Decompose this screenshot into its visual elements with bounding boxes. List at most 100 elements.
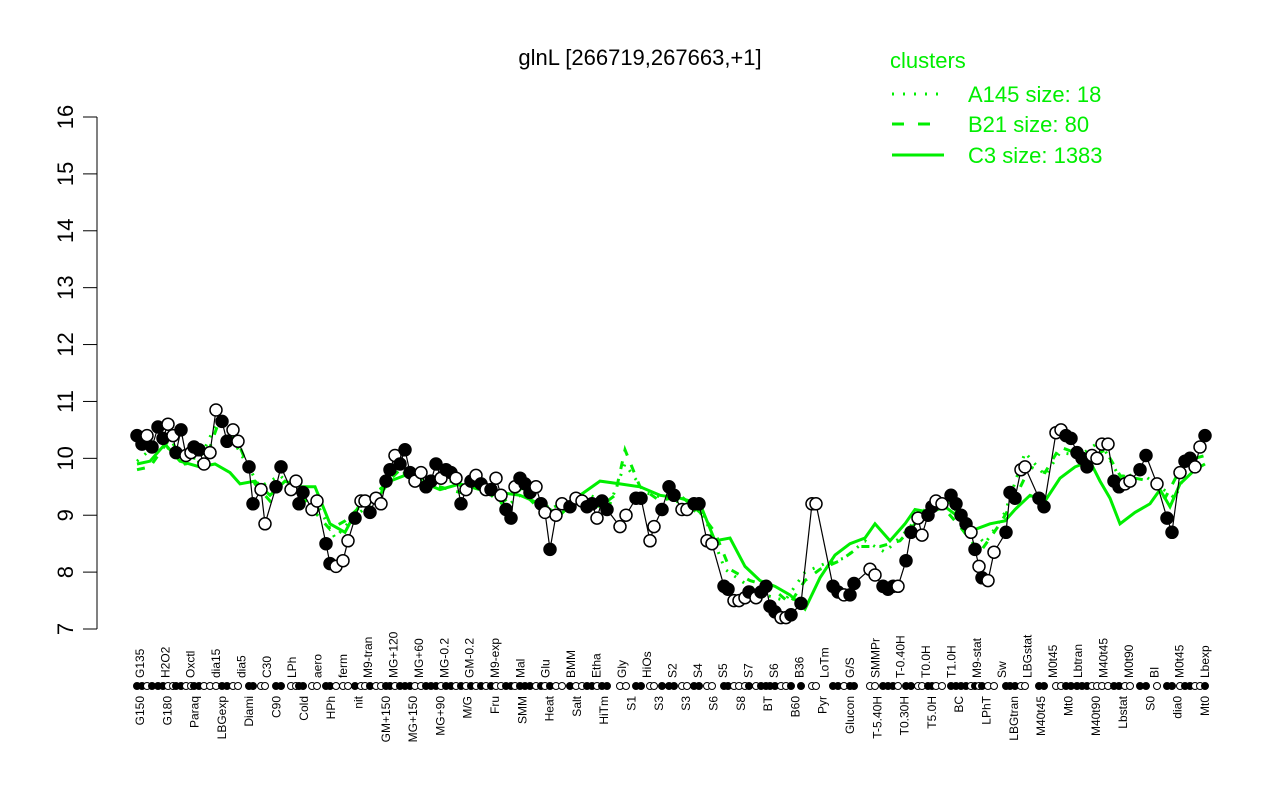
x-tick-label: T1.0H xyxy=(944,645,958,678)
y-tick-label: 9 xyxy=(53,509,78,521)
x-tick-label: Sw xyxy=(995,661,1009,678)
y-tick-label: 12 xyxy=(53,332,78,356)
x-tick-label: M0t45 xyxy=(1046,644,1060,678)
sample-dot xyxy=(708,682,716,690)
data-point xyxy=(348,511,362,525)
chart-title: glnL [266719,267663,+1] xyxy=(518,45,761,70)
data-point xyxy=(203,445,217,460)
data-point xyxy=(258,517,272,531)
x-tick-label: G/S xyxy=(843,657,857,678)
x-tick-label: M0t90 xyxy=(1122,644,1136,678)
data-point xyxy=(197,457,211,471)
x-tick-label: SMM xyxy=(515,696,529,724)
data-point xyxy=(192,443,206,457)
cluster-line-dashed xyxy=(136,415,1206,606)
data-point xyxy=(231,434,245,449)
x-tick-label: MG+150 xyxy=(406,696,420,743)
x-tick-label: S1 xyxy=(625,696,639,711)
y-tick-label: 13 xyxy=(53,275,78,299)
data-point xyxy=(1123,474,1137,488)
y-tick-label: 8 xyxy=(53,566,78,578)
x-tick-label: BT xyxy=(761,695,775,711)
x-tick-label: M9-stat xyxy=(970,637,984,678)
x-tick-label: Oxctl xyxy=(184,651,198,678)
x-tick-label: C30 xyxy=(260,656,274,678)
x-tick-label: LBGtran xyxy=(1007,696,1021,741)
cluster-lines xyxy=(136,412,1206,612)
sample-dot xyxy=(658,682,666,690)
data-point xyxy=(269,480,283,494)
data-point xyxy=(296,485,310,500)
x-tick-label: dia0 xyxy=(1171,696,1185,719)
data-point xyxy=(449,471,463,485)
sample-dot xyxy=(894,682,902,690)
data-point xyxy=(393,457,407,471)
x-tick-label: S0 xyxy=(1143,696,1157,711)
data-point xyxy=(667,488,681,503)
data-point xyxy=(1090,451,1104,466)
data-point xyxy=(868,568,882,582)
data-point xyxy=(843,588,857,602)
data-point xyxy=(915,528,929,542)
data-point xyxy=(1080,460,1094,474)
data-point xyxy=(1173,465,1187,480)
data-point xyxy=(613,519,627,534)
sample-dot xyxy=(990,682,998,690)
sample-dot xyxy=(1168,682,1176,690)
x-tick-label: MG+90 xyxy=(433,696,447,736)
x-tick-label: Glu xyxy=(539,659,553,678)
x-tick-label: Fru xyxy=(488,696,502,714)
data-point xyxy=(1133,462,1147,477)
x-tick-label: ferm xyxy=(336,654,350,678)
sample-dot xyxy=(332,682,340,690)
sample-dot xyxy=(812,682,820,690)
sample-dot xyxy=(1021,682,1029,690)
sample-dot xyxy=(871,682,879,690)
data-point xyxy=(414,465,428,480)
x-tick-label: M0t45 xyxy=(1173,644,1187,678)
legend-title: clusters xyxy=(890,48,966,73)
data-point xyxy=(358,494,372,508)
x-tick-label: Mal xyxy=(513,659,527,678)
x-axis-labels: G135 H2O2 Oxctl dia15 dia5 C30 LPh aero ferm M9-t… xyxy=(133,631,1212,742)
data-point xyxy=(999,525,1013,540)
data-point xyxy=(972,559,986,574)
y-tick-label: 14 xyxy=(53,219,78,243)
data-point xyxy=(647,519,661,534)
x-tick-label: S5 xyxy=(716,663,730,678)
data-point xyxy=(379,474,393,488)
sample-dot xyxy=(1153,682,1161,690)
data-point xyxy=(847,576,861,591)
sample-dot xyxy=(907,682,915,690)
legend-entry-b21: B21 size: 80 xyxy=(968,112,1089,137)
x-tick-label: T-0.40H xyxy=(894,635,908,678)
x-tick-label: H2O2 xyxy=(158,646,172,678)
data-point xyxy=(529,480,543,494)
data-point xyxy=(220,434,234,449)
data-point xyxy=(655,502,669,517)
x-tick-label: Cold xyxy=(297,696,311,721)
data-point xyxy=(590,511,604,525)
data-point xyxy=(935,497,949,511)
data-point xyxy=(140,428,154,443)
data-point xyxy=(1139,448,1153,463)
sample-dot xyxy=(938,682,946,690)
data-point xyxy=(1008,491,1022,505)
data-point xyxy=(1165,525,1179,540)
sample-dot xyxy=(1201,682,1209,690)
data-point xyxy=(454,497,468,511)
x-tick-label: MG-0.2 xyxy=(437,638,451,678)
x-tick-label: T-5.40H xyxy=(870,696,884,739)
sample-dot xyxy=(650,682,658,690)
x-tick-label: S7 xyxy=(742,663,756,678)
data-point xyxy=(543,542,557,557)
data-point xyxy=(374,497,388,511)
x-tick-label: dia5 xyxy=(234,655,248,678)
x-tick-label: LPh xyxy=(285,657,299,678)
data-point xyxy=(209,403,223,417)
sample-dot xyxy=(637,682,645,690)
sample-dot xyxy=(670,682,678,690)
x-tick-label: Lbtran xyxy=(1071,644,1085,678)
legend: clusters A145 size: 18 B21 size: 80 C3 s… xyxy=(890,48,1103,168)
